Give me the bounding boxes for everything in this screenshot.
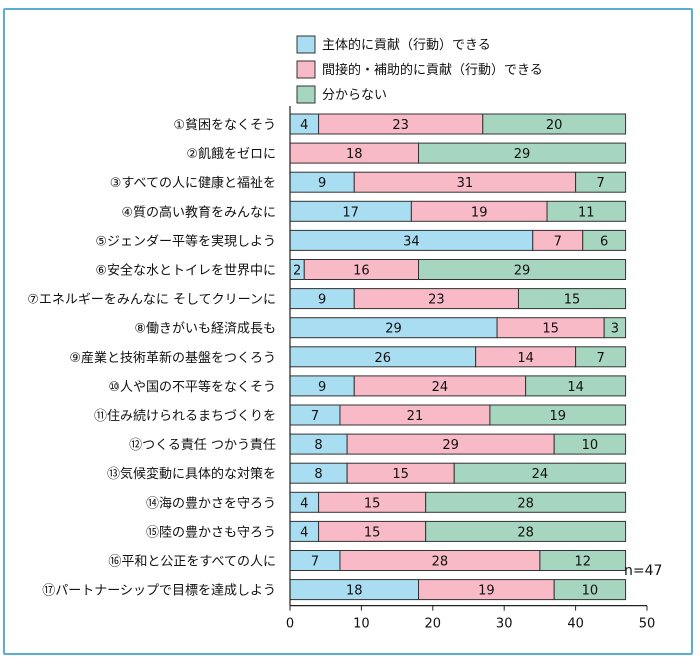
data-label: 29: [514, 264, 531, 279]
data-label: 23: [392, 118, 409, 133]
data-label: 29: [442, 438, 459, 453]
bar-segment: [517, 288, 627, 310]
data-label: 14: [567, 380, 584, 395]
bar-segment: [539, 550, 627, 571]
x-tick-label: 0: [286, 617, 294, 632]
category-label: ④質の高い教育をみんなに: [121, 204, 276, 220]
data-label: 19: [549, 409, 566, 424]
bar-segment: [553, 433, 627, 455]
data-label: 6: [600, 234, 608, 249]
data-label: 26: [375, 351, 392, 366]
x-tick-label: 50: [639, 617, 656, 632]
legend-swatch-1: [296, 35, 316, 54]
x-tick-label: 30: [496, 617, 513, 632]
bar-segment: [425, 491, 627, 513]
data-label: 16: [353, 264, 370, 279]
data-label: 28: [517, 525, 534, 540]
data-label: 14: [517, 351, 534, 366]
data-label: 8: [314, 467, 322, 482]
bar-segment: [575, 171, 627, 193]
data-label: 28: [432, 555, 449, 570]
legend-swatch-3: [296, 85, 316, 104]
legend-swatch-2: [296, 60, 316, 79]
bar-segment: [418, 142, 627, 164]
x-tick-label: 20: [425, 617, 442, 632]
data-label: 18: [346, 584, 363, 599]
data-label: 31: [457, 176, 474, 191]
data-label: 29: [514, 147, 531, 162]
category-label: ③すべての人に健康と福祉を: [110, 175, 276, 191]
data-label: 9: [318, 380, 326, 395]
data-label: 7: [311, 555, 319, 570]
category-label: ②飢餓をゼロに: [186, 147, 276, 162]
category-label: ⑨産業と技術革新の基盤をつくろう: [69, 350, 276, 366]
category-label: ⑬気候変動に具体的な対策を: [107, 466, 276, 482]
data-label: 15: [364, 525, 381, 540]
category-label: ⑤ジェンダー平等を実現しよう: [95, 233, 276, 249]
bar-segment: [553, 579, 627, 601]
data-label: 29: [385, 322, 402, 337]
data-label: 7: [311, 409, 319, 424]
category-label: ⑧働きがいも経済成長も: [134, 321, 276, 337]
sample-size-note: n=47: [624, 563, 663, 579]
x-tick-label: 40: [567, 617, 584, 632]
bar-segment: [546, 200, 627, 222]
data-label: 7: [596, 176, 604, 191]
data-label: 15: [564, 293, 581, 308]
data-label: 7: [596, 351, 604, 366]
legend-label-1: 主体的に貢献（行動）できる: [322, 37, 491, 53]
data-label: 17: [342, 205, 359, 220]
data-label: 9: [318, 176, 326, 191]
bar-segment: [525, 375, 627, 397]
category-label: ⑰パートナーシップで目標を達成しよう: [42, 584, 276, 599]
data-label: 19: [478, 584, 495, 599]
data-label: 18: [346, 147, 363, 162]
category-label: ⑮陸の豊かさも守ろう: [146, 524, 276, 540]
data-label: 23: [428, 293, 445, 308]
category-label: ⑯平和と公正をすべての人に: [108, 555, 276, 570]
data-label: 4: [300, 118, 308, 133]
data-label: 10: [582, 584, 599, 599]
bar-segment: [603, 317, 627, 339]
category-label: ⑭海の豊かさを守ろう: [146, 496, 276, 511]
data-label: 15: [364, 496, 381, 511]
bar-segment: [425, 520, 627, 542]
bar-segment: [582, 229, 627, 251]
data-label: 4: [300, 525, 308, 540]
category-label: ⑥安全な水とトイレを世界中に: [95, 263, 276, 279]
data-label: 21: [407, 409, 424, 424]
data-label: 20: [546, 118, 563, 133]
data-label: 28: [517, 496, 534, 511]
legend-label-3: 分からない: [322, 88, 387, 103]
category-label: ⑪住み続けられるまちづくりを: [94, 409, 276, 424]
data-label: 11: [578, 205, 595, 220]
data-label: 8: [314, 438, 322, 453]
data-label: 10: [582, 438, 599, 453]
category-label: ⑫つくる責任 つかう責任: [129, 438, 276, 453]
data-label: 7: [554, 234, 562, 249]
bar-segment: [575, 346, 627, 368]
category-label: ⑦エネルギーをみんなに そしてクリーンに: [27, 293, 276, 308]
bar-segment: [489, 404, 627, 426]
data-label: 9: [318, 293, 326, 308]
data-label: 15: [542, 322, 559, 337]
bar-segment: [482, 113, 627, 135]
data-label: 3: [611, 322, 619, 337]
category-label: ⑩人や国の不平等をなくそう: [108, 379, 276, 395]
data-label: 4: [300, 496, 308, 511]
data-label: 19: [471, 205, 488, 220]
legend-label-2: 間接的・補助的に貢献（行動）できる: [322, 62, 543, 78]
x-tick-label: 10: [353, 617, 370, 632]
bar-segment: [418, 259, 627, 280]
data-label: 2: [293, 264, 301, 279]
data-label: 34: [403, 234, 420, 249]
data-label: 15: [392, 467, 409, 482]
category-label: ①貧困をなくそう: [173, 118, 276, 133]
bar-segment: [453, 462, 627, 484]
data-label: 24: [432, 380, 449, 395]
data-label: 12: [574, 555, 591, 570]
data-label: 24: [532, 467, 549, 482]
